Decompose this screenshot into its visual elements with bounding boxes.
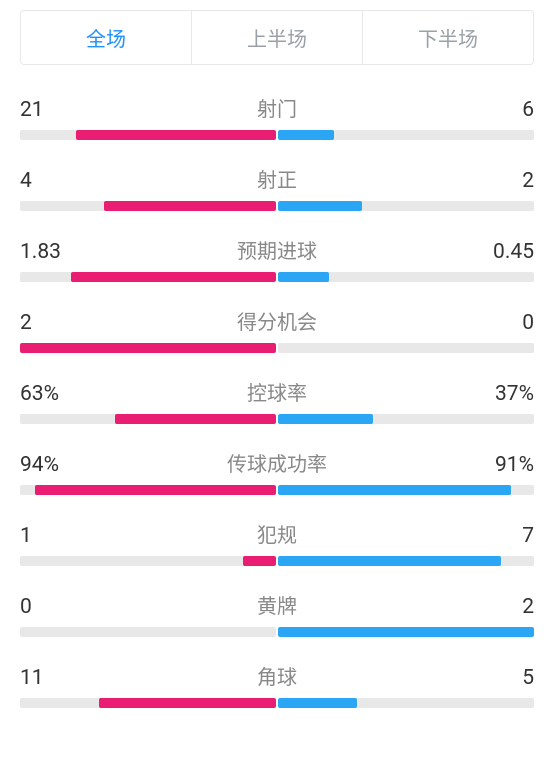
stat-name: 黄牌 (80, 590, 474, 619)
stat-bar-right (278, 485, 534, 495)
stat-bar-right (278, 343, 534, 353)
stat-labels: 2得分机会0 (20, 306, 534, 335)
stat-name: 得分机会 (80, 306, 474, 335)
stat-name: 犯规 (80, 519, 474, 548)
stat-name: 控球率 (80, 377, 474, 406)
stat-bars (20, 485, 534, 495)
stat-left-value: 94% (20, 453, 80, 477)
stat-bar-right (278, 556, 534, 566)
stat-bar-right-fill (278, 201, 362, 211)
stat-labels: 63%控球率37% (20, 377, 534, 406)
stat-bar-left-fill (35, 485, 276, 495)
stat-labels: 4射正2 (20, 164, 534, 193)
stat-labels: 1犯规7 (20, 519, 534, 548)
stat-left-value: 2 (20, 311, 80, 335)
stat-bars (20, 556, 534, 566)
stat-left-value: 11 (20, 666, 80, 690)
stat-bars (20, 272, 534, 282)
stat-left-value: 21 (20, 98, 80, 122)
stat-bars (20, 414, 534, 424)
stat-bar-right-fill (278, 698, 357, 708)
stat-row: 4射正2 (20, 140, 534, 211)
stat-bar-right (278, 201, 534, 211)
stat-bar-right-fill (278, 272, 329, 282)
stat-left-value: 4 (20, 169, 80, 193)
stat-bar-left (20, 201, 276, 211)
stat-bar-right (278, 414, 534, 424)
stat-right-value: 6 (474, 98, 534, 122)
stat-bar-right-fill (278, 414, 373, 424)
stat-row: 63%控球率37% (20, 353, 534, 424)
stat-bars (20, 343, 534, 353)
stat-name: 角球 (80, 661, 474, 690)
stat-right-value: 5 (474, 666, 534, 690)
stat-left-value: 1.83 (20, 240, 80, 264)
stat-row: 2得分机会0 (20, 282, 534, 353)
stat-bar-left (20, 272, 276, 282)
stat-bar-left (20, 130, 276, 140)
stat-right-value: 7 (474, 524, 534, 548)
stat-labels: 1.83预期进球0.45 (20, 235, 534, 264)
stat-bar-left (20, 627, 276, 637)
stat-row: 0黄牌2 (20, 566, 534, 637)
stat-bar-right (278, 627, 534, 637)
tab-0[interactable]: 全场 (21, 11, 191, 64)
stat-bar-left (20, 414, 276, 424)
stat-labels: 0黄牌2 (20, 590, 534, 619)
stat-right-value: 37% (474, 382, 534, 406)
stat-row: 21射门6 (20, 69, 534, 140)
stat-left-value: 0 (20, 595, 80, 619)
period-tabs: 全场上半场下半场 (20, 10, 534, 65)
stat-bar-right (278, 698, 534, 708)
stat-bar-left-fill (71, 272, 276, 282)
tab-2[interactable]: 下半场 (362, 11, 533, 64)
stat-name: 射正 (80, 164, 474, 193)
stat-bars (20, 130, 534, 140)
stat-bar-left-fill (115, 414, 276, 424)
stat-bar-right-fill (278, 556, 501, 566)
stat-labels: 11角球5 (20, 661, 534, 690)
stat-bar-left (20, 343, 276, 353)
stat-name: 传球成功率 (80, 448, 474, 477)
stat-bar-right (278, 130, 534, 140)
stat-left-value: 63% (20, 382, 80, 406)
stat-bars (20, 698, 534, 708)
stat-right-value: 2 (474, 169, 534, 193)
stat-bar-left-fill (76, 130, 276, 140)
stat-bar-left-fill (20, 343, 276, 353)
stat-right-value: 2 (474, 595, 534, 619)
stat-right-value: 0.45 (474, 240, 534, 264)
stat-right-value: 0 (474, 311, 534, 335)
stat-bar-left-fill (243, 556, 276, 566)
stat-bars (20, 627, 534, 637)
stat-bar-left (20, 698, 276, 708)
stat-bar-left (20, 485, 276, 495)
stat-row: 94%传球成功率91% (20, 424, 534, 495)
stat-name: 预期进球 (80, 235, 474, 264)
stat-bar-left-fill (104, 201, 276, 211)
stat-row: 1犯规7 (20, 495, 534, 566)
stat-right-value: 91% (474, 453, 534, 477)
stat-bar-right (278, 272, 534, 282)
stat-bars (20, 201, 534, 211)
stat-bar-right-fill (278, 627, 534, 637)
stat-row: 11角球5 (20, 637, 534, 708)
stat-name: 射门 (80, 93, 474, 122)
stat-left-value: 1 (20, 524, 80, 548)
stat-labels: 94%传球成功率91% (20, 448, 534, 477)
stat-bar-right-fill (278, 130, 334, 140)
stat-labels: 21射门6 (20, 93, 534, 122)
tab-1[interactable]: 上半场 (191, 11, 362, 64)
stat-bar-left-fill (99, 698, 276, 708)
stat-row: 1.83预期进球0.45 (20, 211, 534, 282)
stats-list: 21射门64射正21.83预期进球0.452得分机会063%控球率37%94%传… (0, 69, 554, 708)
stat-bar-left (20, 556, 276, 566)
stat-bar-right-fill (278, 485, 511, 495)
